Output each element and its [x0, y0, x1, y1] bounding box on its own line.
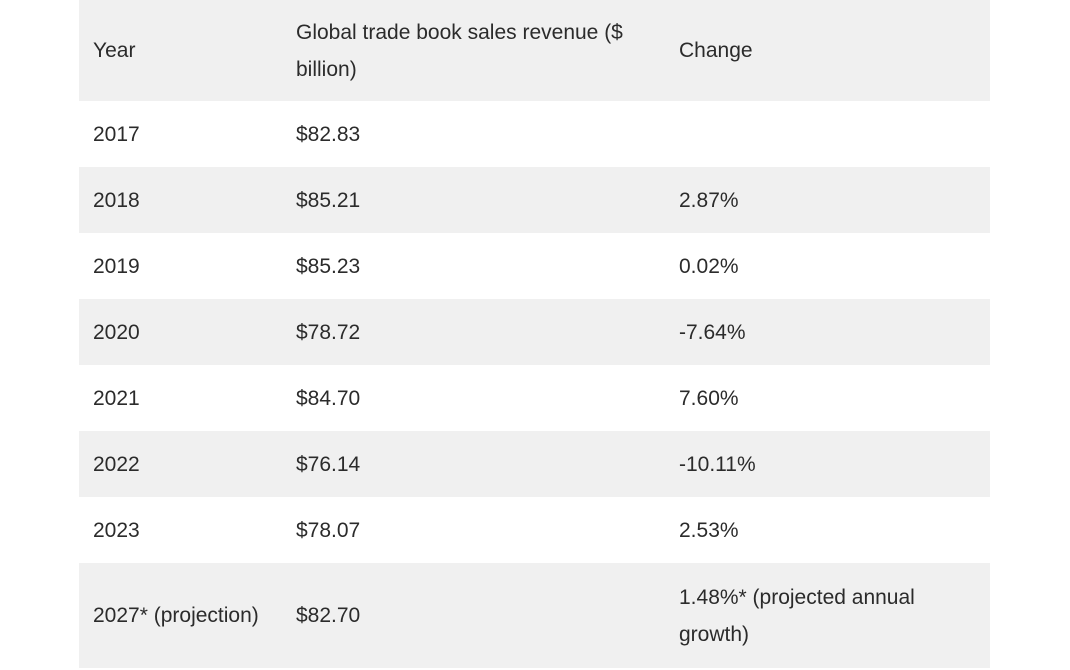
cell-revenue: $78.07: [282, 497, 665, 563]
table-row: 2017 $82.83: [79, 101, 990, 167]
cell-year: 2018: [79, 167, 282, 233]
cell-year: 2023: [79, 497, 282, 563]
cell-revenue: $82.70: [282, 563, 665, 668]
cell-change: 0.02%: [665, 233, 990, 299]
header-revenue: Global trade book sales revenue ($ billi…: [282, 0, 665, 101]
cell-revenue: $76.14: [282, 431, 665, 497]
revenue-table-container: Year Global trade book sales revenue ($ …: [79, 0, 990, 668]
table-row: 2019 $85.23 0.02%: [79, 233, 990, 299]
table-row: 2022 $76.14 -10.11%: [79, 431, 990, 497]
cell-revenue: $85.23: [282, 233, 665, 299]
cell-change: -7.64%: [665, 299, 990, 365]
cell-revenue: $85.21: [282, 167, 665, 233]
cell-change: 7.60%: [665, 365, 990, 431]
cell-revenue: $84.70: [282, 365, 665, 431]
table-row: 2023 $78.07 2.53%: [79, 497, 990, 563]
cell-change: -10.11%: [665, 431, 990, 497]
cell-year: 2020: [79, 299, 282, 365]
cell-change: 2.87%: [665, 167, 990, 233]
cell-change: 1.48%* (projected annual growth): [665, 563, 990, 668]
cell-year: 2027* (projection): [79, 563, 282, 668]
cell-year: 2022: [79, 431, 282, 497]
cell-year: 2017: [79, 101, 282, 167]
cell-change: 2.53%: [665, 497, 990, 563]
header-year: Year: [79, 0, 282, 101]
table-body: 2017 $82.83 2018 $85.21 2.87% 2019 $85.2…: [79, 101, 990, 668]
cell-year: 2019: [79, 233, 282, 299]
header-row: Year Global trade book sales revenue ($ …: [79, 0, 990, 101]
cell-revenue: $78.72: [282, 299, 665, 365]
table-row: 2018 $85.21 2.87%: [79, 167, 990, 233]
table-row: 2021 $84.70 7.60%: [79, 365, 990, 431]
cell-revenue: $82.83: [282, 101, 665, 167]
table-header: Year Global trade book sales revenue ($ …: [79, 0, 990, 101]
header-change: Change: [665, 0, 990, 101]
table-row-projection: 2027* (projection) $82.70 1.48%* (projec…: [79, 563, 990, 668]
cell-change: [665, 101, 990, 167]
revenue-table: Year Global trade book sales revenue ($ …: [79, 0, 990, 668]
cell-year: 2021: [79, 365, 282, 431]
table-row: 2020 $78.72 -7.64%: [79, 299, 990, 365]
